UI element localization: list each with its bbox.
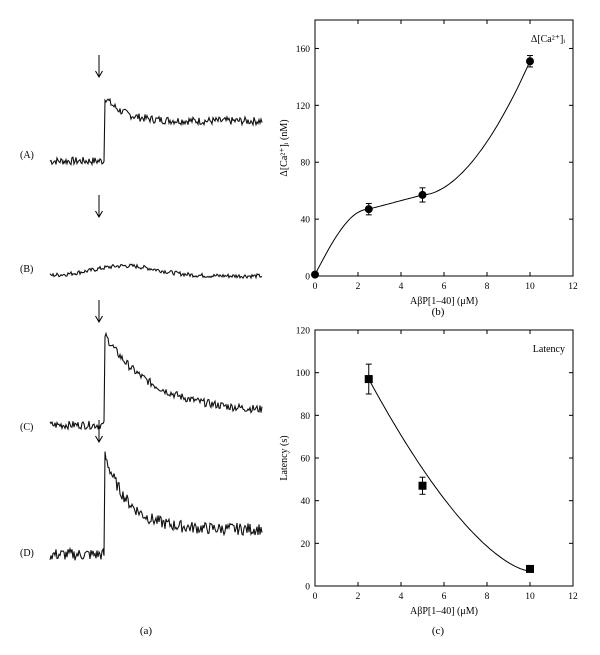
fit-curve — [368, 378, 531, 572]
y-tick-label: 60 — [301, 455, 311, 465]
y-tick-label: 160 — [296, 45, 311, 55]
data-point — [418, 190, 427, 199]
data-point — [526, 57, 534, 66]
x-tick-label: 2 — [356, 282, 361, 292]
calcium-traces-panel: (A) (B) (C) (D) — [20, 55, 263, 561]
x-tick-label: 8 — [485, 592, 490, 602]
data-point — [526, 564, 534, 573]
calcium-trace — [49, 331, 263, 431]
trace-label: (A) — [20, 150, 34, 161]
y-tick-label: 0 — [305, 583, 310, 593]
x-tick-label: 12 — [568, 592, 578, 602]
trace-label: (B) — [20, 264, 33, 275]
y-tick-label: 40 — [301, 497, 311, 507]
x-tick-label: 8 — [485, 282, 490, 292]
plot-frame — [314, 19, 574, 277]
chart-annotation: Latency — [533, 344, 565, 355]
panel-c-label: (c) — [432, 625, 445, 637]
application-arrow-head — [95, 210, 103, 218]
x-tick-label: 4 — [399, 282, 404, 292]
calcium-trace — [49, 451, 263, 561]
y-tick-label: 20 — [301, 540, 311, 550]
application-arrow-head — [95, 315, 103, 323]
y-axis-label: Δ[Ca²⁺]ᵢ (nM) — [279, 119, 290, 176]
application-arrow-head — [95, 435, 103, 443]
y-tick-label: 80 — [301, 159, 311, 169]
x-axis-label: AβP[1–40] (μM) — [410, 606, 478, 617]
data-point — [364, 205, 373, 214]
x-tick-label: 0 — [313, 592, 318, 602]
panel-b-label: (b) — [432, 306, 445, 318]
fit-curve — [314, 60, 531, 275]
x-tick-label: 0 — [313, 282, 318, 292]
trace-label: (D) — [20, 548, 34, 559]
y-axis-label: Latency (s) — [279, 435, 290, 480]
x-tick-label: 12 — [568, 282, 578, 292]
application-arrow-head — [95, 70, 103, 78]
x-tick-label: 10 — [525, 592, 535, 602]
y-tick-label: 100 — [296, 369, 311, 379]
x-axis-label: AβP[1–40] (μM) — [410, 296, 478, 307]
data-point — [364, 375, 373, 384]
y-tick-label: 120 — [296, 327, 311, 337]
chart-annotation: Δ[Ca²⁺]ᵢ — [531, 34, 565, 45]
plot-frame — [314, 329, 574, 587]
y-tick-label: 80 — [301, 412, 311, 422]
data-point — [311, 270, 319, 279]
calcium-trace — [49, 263, 263, 280]
data-point — [418, 481, 427, 490]
x-tick-label: 6 — [442, 592, 447, 602]
calcium-trace — [49, 97, 263, 167]
y-tick-label: 120 — [296, 102, 311, 112]
y-tick-label: 40 — [301, 216, 311, 226]
panel-a-label: (a) — [140, 625, 153, 637]
x-tick-label: 4 — [399, 592, 404, 602]
trace-label: (C) — [20, 422, 33, 433]
x-tick-label: 6 — [442, 282, 447, 292]
x-tick-label: 2 — [356, 592, 361, 602]
x-tick-label: 10 — [525, 282, 535, 292]
y-tick-label: 0 — [305, 273, 310, 283]
